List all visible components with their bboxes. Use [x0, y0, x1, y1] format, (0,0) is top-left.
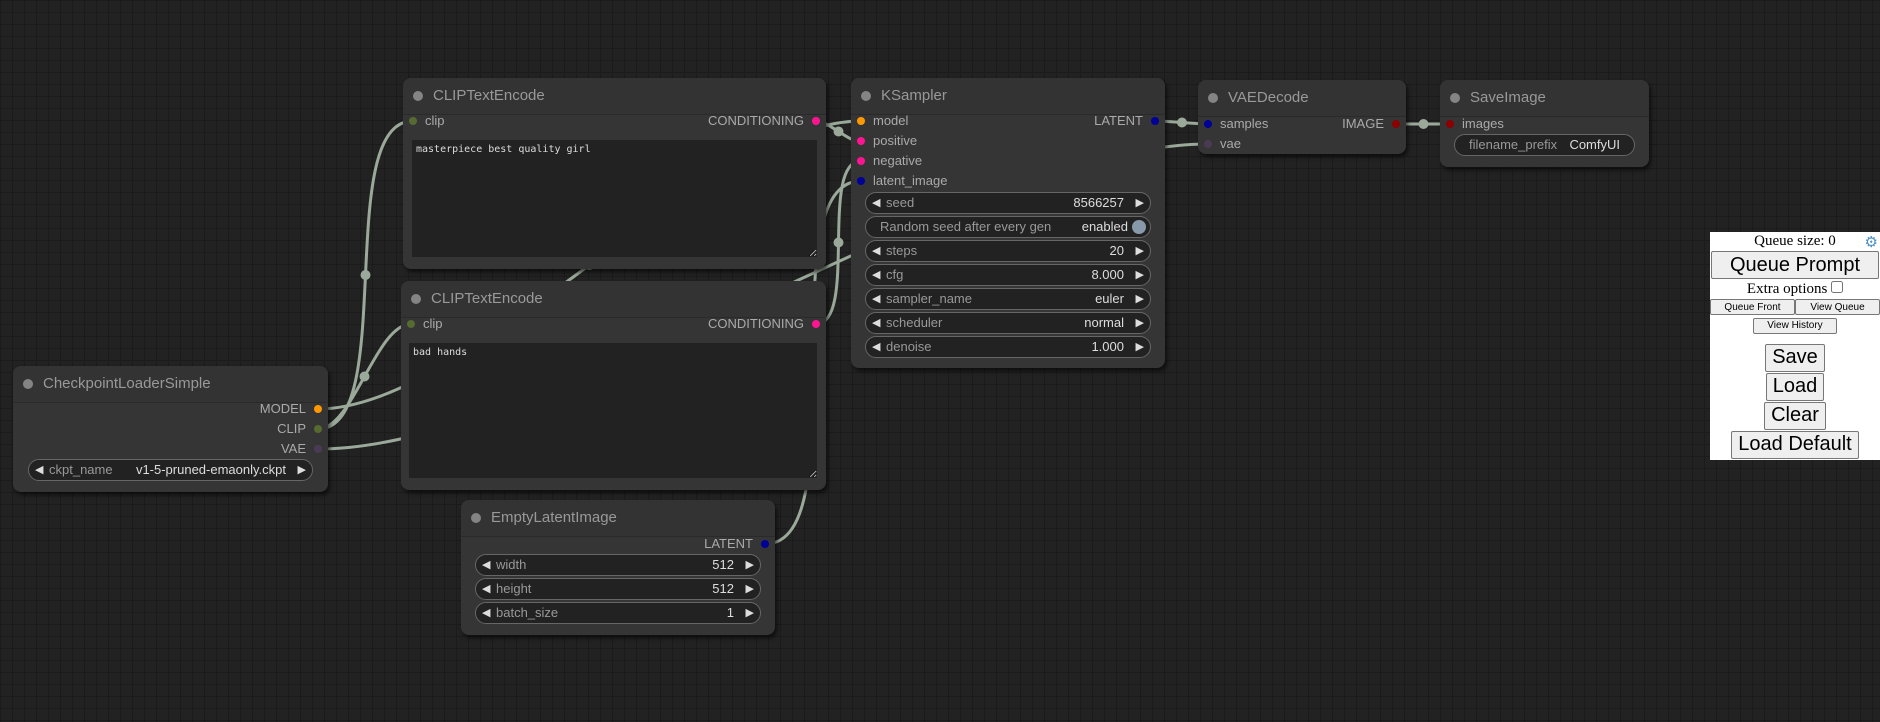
- save-button[interactable]: Save: [1765, 343, 1825, 372]
- collapse-dot[interactable]: [413, 91, 423, 101]
- link-midpoint[interactable]: [833, 126, 844, 137]
- node-title: EmptyLatentImage: [491, 509, 617, 526]
- node-title-bar[interactable]: CheckpointLoaderSimple: [13, 366, 328, 403]
- toggle-knob: [1132, 220, 1146, 234]
- steps-widget[interactable]: ◀ steps 20 ▶: [865, 240, 1151, 262]
- arrow-left-icon[interactable]: ◀: [872, 317, 881, 329]
- cfg-widget[interactable]: ◀ cfg 8.000 ▶: [865, 264, 1151, 286]
- input-slot-images[interactable]: images: [1440, 116, 1504, 132]
- output-slot-conditioning[interactable]: CONDITIONING: [708, 113, 826, 129]
- node-title: CheckpointLoaderSimple: [43, 375, 211, 392]
- node-title-bar[interactable]: EmptyLatentImage: [461, 500, 775, 537]
- batch-size-widget[interactable]: ◀ batch_size 1 ▶: [475, 602, 761, 624]
- link-midpoint[interactable]: [833, 237, 844, 248]
- view-history-button[interactable]: View History: [1753, 317, 1837, 334]
- extra-options-checkbox[interactable]: [1831, 281, 1844, 293]
- arrow-right-icon[interactable]: ▶: [745, 583, 754, 595]
- node-checkpoint-loader[interactable]: CheckpointLoaderSimple MODEL CLIP VAE ◀ c…: [13, 366, 328, 492]
- input-slot-model[interactable]: model: [851, 113, 908, 129]
- load-default-button[interactable]: Load Default: [1731, 430, 1859, 459]
- arrow-right-icon[interactable]: ▶: [1135, 245, 1144, 257]
- random-seed-toggle[interactable]: Random seed after every gen enabled: [865, 216, 1151, 238]
- load-button[interactable]: Load: [1765, 372, 1825, 401]
- node-empty-latent-image[interactable]: EmptyLatentImage LATENT ◀ width 512 ▶ ◀ heigh…: [461, 500, 775, 635]
- queue-size-label: Queue size: 0: [1754, 233, 1836, 249]
- node-title-bar[interactable]: SaveImage: [1440, 80, 1649, 117]
- node-vae-decode[interactable]: VAEDecode samples vae IMAGE: [1198, 80, 1406, 154]
- link-midpoint[interactable]: [359, 371, 370, 382]
- scheduler-widget[interactable]: ◀ scheduler normal ▶: [865, 312, 1151, 334]
- gear-icon[interactable]: ⚙: [1864, 235, 1878, 251]
- collapse-dot[interactable]: [1208, 93, 1218, 103]
- arrow-right-icon: ▶: [1135, 197, 1144, 209]
- output-slot-latent[interactable]: LATENT: [1094, 113, 1165, 129]
- arrow-right-icon[interactable]: ▶: [1135, 341, 1144, 353]
- denoise-widget[interactable]: ◀ denoise 1.000 ▶: [865, 336, 1151, 358]
- collapse-dot[interactable]: [1450, 93, 1460, 103]
- clear-button[interactable]: Clear: [1764, 401, 1826, 430]
- node-title-bar[interactable]: CLIPTextEncode: [401, 281, 826, 318]
- prompt-textarea[interactable]: masterpiece best quality girl: [412, 140, 817, 257]
- collapse-dot[interactable]: [471, 513, 481, 523]
- width-widget[interactable]: ◀ width 512 ▶: [475, 554, 761, 576]
- arrow-right-icon[interactable]: ▶: [1135, 269, 1144, 281]
- input-slot-negative[interactable]: negative: [851, 153, 922, 169]
- queue-front-button[interactable]: Queue Front: [1710, 299, 1795, 315]
- output-slot-conditioning[interactable]: CONDITIONING: [708, 316, 826, 332]
- node-title: SaveImage: [1470, 89, 1546, 106]
- node-clip-text-encode-negative[interactable]: CLIPTextEncode clip CONDITIONING bad han…: [401, 281, 826, 490]
- arrow-left-icon[interactable]: ◀: [872, 269, 881, 281]
- arrow-left-icon[interactable]: ◀: [482, 583, 491, 595]
- arrow-right-icon[interactable]: ▶: [745, 559, 754, 571]
- arrow-right-icon: ▶: [297, 464, 306, 476]
- extra-options-label: Extra options: [1746, 281, 1828, 297]
- filename-prefix-input[interactable]: filename_prefix ComfyUI: [1454, 134, 1635, 156]
- input-slot-vae[interactable]: vae: [1198, 136, 1241, 152]
- input-slot-clip[interactable]: clip: [401, 316, 443, 332]
- node-ksampler[interactable]: KSampler model positive negative latent_…: [851, 78, 1165, 368]
- input-slot-samples[interactable]: samples: [1198, 116, 1268, 132]
- output-slot-image[interactable]: IMAGE: [1342, 116, 1406, 132]
- height-widget[interactable]: ◀ height 512 ▶: [475, 578, 761, 600]
- output-slot-model[interactable]: MODEL: [260, 401, 328, 417]
- seed-widget[interactable]: ◀ seed 8566257 ▶: [865, 192, 1151, 214]
- queue-prompt-button[interactable]: Queue Prompt: [1711, 251, 1879, 279]
- sampler-name-widget[interactable]: ◀ sampler_name euler ▶: [865, 288, 1151, 310]
- queue-panel: Queue size: 0 ⚙ Queue Prompt Extra option…: [1710, 232, 1880, 460]
- arrow-right-icon[interactable]: ▶: [745, 607, 754, 619]
- node-title-bar[interactable]: KSampler: [851, 78, 1165, 115]
- input-slot-clip[interactable]: clip: [403, 113, 445, 129]
- arrow-left-icon[interactable]: ◀: [482, 607, 491, 619]
- link-midpoint[interactable]: [1177, 117, 1187, 128]
- arrow-right-icon[interactable]: ▶: [1135, 317, 1144, 329]
- arrow-left-icon: ◀: [872, 197, 881, 209]
- prompt-textarea[interactable]: bad hands: [409, 343, 817, 478]
- arrow-left-icon[interactable]: ◀: [872, 245, 881, 257]
- arrow-left-icon[interactable]: ◀: [872, 341, 881, 353]
- node-save-image[interactable]: SaveImage images filename_prefix ComfyUI: [1440, 80, 1649, 167]
- arrow-right-icon[interactable]: ▶: [1135, 293, 1144, 305]
- node-title-bar[interactable]: CLIPTextEncode: [403, 78, 826, 115]
- node-clip-text-encode-positive[interactable]: CLIPTextEncode clip CONDITIONING masterp…: [403, 78, 826, 269]
- collapse-dot[interactable]: [23, 379, 33, 389]
- input-slot-positive[interactable]: positive: [851, 133, 917, 149]
- output-slot-latent[interactable]: LATENT: [704, 536, 775, 552]
- link-midpoint[interactable]: [360, 270, 371, 280]
- node-title: CLIPTextEncode: [431, 290, 543, 307]
- view-queue-button[interactable]: View Queue: [1795, 299, 1880, 315]
- arrow-left-icon: ◀: [35, 464, 44, 476]
- input-slot-latent-image[interactable]: latent_image: [851, 173, 947, 189]
- link-midpoint[interactable]: [1418, 119, 1429, 129]
- collapse-dot[interactable]: [411, 294, 421, 304]
- output-slot-vae[interactable]: VAE: [281, 441, 328, 457]
- ckpt-name-combo[interactable]: ◀ ckpt_name v1-5-pruned-emaonly.ckpt ▶: [28, 459, 313, 481]
- node-title: VAEDecode: [1228, 89, 1309, 106]
- arrow-left-icon[interactable]: ◀: [872, 293, 881, 305]
- node-title: KSampler: [881, 87, 947, 104]
- node-title-bar[interactable]: VAEDecode: [1198, 80, 1406, 117]
- output-slot-clip[interactable]: CLIP: [277, 421, 328, 437]
- node-title: CLIPTextEncode: [433, 87, 545, 104]
- collapse-dot[interactable]: [861, 91, 871, 101]
- arrow-left-icon[interactable]: ◀: [482, 559, 491, 571]
